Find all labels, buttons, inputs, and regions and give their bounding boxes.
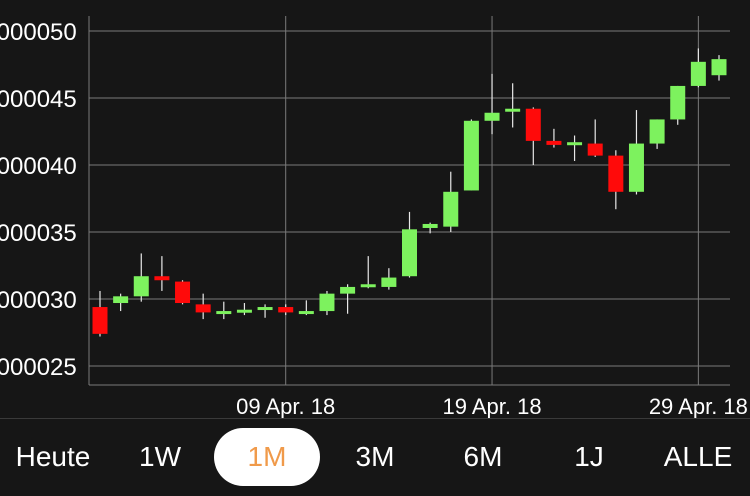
y-tick-label: ,000050 [0, 19, 77, 46]
candle-body-up [690, 61, 706, 86]
candle-body-down [175, 281, 191, 304]
candle [422, 222, 438, 234]
candle-body-up [133, 276, 149, 297]
candle-body-down [608, 155, 624, 192]
candle [670, 85, 686, 125]
candle [360, 256, 376, 289]
candle-body-up [628, 143, 644, 192]
candle-body-up [711, 59, 727, 76]
candle [278, 304, 294, 316]
candle [402, 211, 417, 278]
candle-body-up [216, 311, 232, 315]
candle [113, 293, 129, 312]
candle-body-down [154, 276, 170, 281]
candle-body-up [443, 191, 459, 227]
candle-body-up [298, 311, 314, 315]
range-button-1j[interactable]: 1J [574, 441, 604, 472]
candle [711, 55, 727, 81]
candle-body-up [381, 277, 397, 287]
x-axis-tick-labels: 09 Apr. 18 19 Apr. 18 29 Apr. 18 [236, 394, 748, 419]
candle [484, 73, 500, 135]
candle [463, 119, 479, 191]
candle-body-down [92, 307, 108, 334]
candle-body-down [278, 307, 294, 313]
candle [92, 290, 108, 337]
y-tick-label: ,000045 [0, 86, 77, 113]
candle [154, 256, 170, 291]
y-tick-label: ,000035 [0, 220, 77, 247]
range-button-6m[interactable]: 6M [463, 441, 503, 472]
candle-body-up [402, 229, 417, 277]
x-tick-label: 19 Apr. 18 [442, 394, 541, 419]
candle-body-up [670, 85, 686, 120]
time-range-selector: Heute 1W 1M 3M 6M 1J ALLE [0, 428, 750, 488]
range-button-heute[interactable]: Heute [15, 441, 91, 472]
candlestick-chart: ,000025 ,000030 ,000035 ,000040 ,000045 ,0000… [0, 16, 748, 419]
candle [175, 280, 191, 305]
candle-body-down [195, 304, 211, 313]
candle [216, 301, 232, 320]
candle-body-up [484, 112, 500, 121]
x-tick-label: 09 Apr. 18 [236, 394, 335, 419]
y-axis-tick-labels: ,000025 ,000030 ,000035 ,000040 ,000045 ,0000… [0, 19, 77, 381]
candle [690, 48, 706, 88]
candle [443, 171, 459, 232]
candle-body-up [463, 120, 479, 191]
range-button-3m[interactable]: 3M [355, 441, 395, 472]
candle-body-up [113, 296, 129, 304]
candle-body-up [360, 284, 376, 288]
candle [546, 128, 562, 148]
divider [0, 418, 750, 419]
candle [195, 293, 211, 320]
candle [340, 284, 356, 314]
candle [319, 290, 335, 316]
candle [257, 304, 273, 318]
candles [92, 48, 727, 337]
candle-body-up [567, 142, 583, 146]
y-tick-label: ,000030 [0, 287, 77, 314]
candle-body-down [587, 143, 603, 156]
range-button-alle[interactable]: ALLE [663, 441, 733, 472]
y-tick-label: ,000025 [0, 354, 77, 381]
candle-body-up [505, 108, 521, 112]
range-button-1w[interactable]: 1W [139, 441, 181, 472]
candle [298, 300, 314, 316]
candle [628, 110, 644, 195]
candle-body-up [649, 119, 665, 144]
candle [133, 253, 149, 302]
candle-body-up [257, 307, 273, 311]
candle-body-down [546, 140, 562, 145]
candle-body-down [525, 108, 541, 141]
candle [567, 135, 583, 161]
candle [381, 268, 397, 290]
candle-body-up [319, 293, 335, 312]
candle-body-up [340, 286, 356, 294]
x-tick-label: 29 Apr. 18 [649, 394, 748, 419]
range-button-1m[interactable]: 1M [214, 428, 320, 486]
candle [525, 107, 541, 165]
candle [236, 303, 252, 316]
grid-lines [88, 16, 730, 386]
candle [608, 150, 624, 210]
candle [649, 119, 665, 149]
candle [505, 83, 521, 128]
candle [587, 119, 603, 157]
candle-body-up [236, 309, 252, 313]
candle-body-up [422, 223, 438, 228]
y-tick-label: ,000040 [0, 153, 77, 180]
